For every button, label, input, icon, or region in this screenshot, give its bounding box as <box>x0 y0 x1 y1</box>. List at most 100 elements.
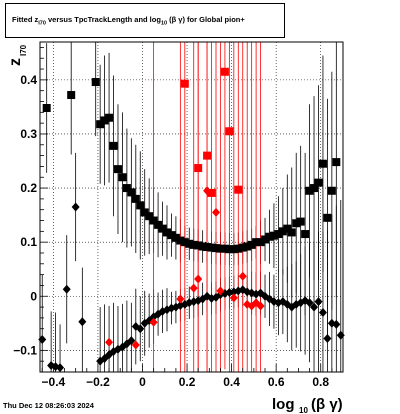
data-point-diamond <box>62 284 71 294</box>
data-point-square <box>154 220 163 229</box>
data-point-square <box>220 244 229 253</box>
data-point-square <box>131 194 140 203</box>
date-stamp: Thu Dec 12 08:26:03 2024 <box>3 401 94 410</box>
data-point-diamond <box>149 317 158 327</box>
data-point-diamond <box>78 317 87 327</box>
data-point-square <box>109 141 118 150</box>
data-point-square <box>158 224 167 233</box>
x-tick-label: 0.4 <box>223 375 240 389</box>
x-axis-label-tail: (β γ) <box>311 396 343 413</box>
data-point-square <box>252 238 261 247</box>
data-point-diamond <box>305 298 314 308</box>
data-point-square <box>318 159 327 168</box>
x-tick-label: 0 <box>139 375 146 389</box>
data-point-square <box>185 239 194 248</box>
data-point-square <box>162 228 171 237</box>
data-point-square <box>256 238 265 247</box>
data-point-square <box>207 188 216 197</box>
data-point-diamond <box>216 286 225 296</box>
data-point-square <box>234 244 243 253</box>
y-tick-label: 0.1 <box>20 235 37 249</box>
data-point-square <box>238 243 247 252</box>
y-axis-label: z <box>7 58 24 66</box>
x-tick-label: 0.2 <box>179 375 196 389</box>
x-axis-label-sub: 10 <box>299 406 308 414</box>
data-point-square <box>265 232 274 241</box>
data-point-square <box>176 236 185 245</box>
data-point-square <box>67 91 76 100</box>
data-point-square <box>105 113 114 122</box>
data-point-square <box>198 242 207 251</box>
data-point-square <box>234 185 243 194</box>
data-point-square <box>332 158 341 167</box>
y-tick-label: 0.2 <box>20 181 37 195</box>
chart-title: Fitted zI70 versus TpcTrackLength and lo… <box>12 15 245 27</box>
y-tick-label: 0.4 <box>20 73 37 87</box>
data-point-square <box>225 127 234 136</box>
data-point-diamond <box>229 293 238 303</box>
data-point-square <box>247 240 256 249</box>
data-point-square <box>167 231 176 240</box>
data-point-square <box>212 244 221 253</box>
x-tick-label: −0.4 <box>42 375 66 389</box>
data-point-diamond <box>332 319 341 329</box>
data-point-diamond <box>212 207 221 217</box>
data-point-square <box>203 151 212 160</box>
title-sub-b: 10 <box>160 20 168 27</box>
data-point-square <box>220 67 229 76</box>
data-point-square <box>145 212 154 221</box>
data-point-square <box>323 213 332 222</box>
data-point-diamond <box>56 363 65 373</box>
data-point-square <box>140 208 149 217</box>
data-point-square <box>287 228 296 237</box>
y-tick-label: 0 <box>30 289 37 303</box>
axis-label-layer: −0.4 −0.2 0 0.2 0.4 0.6 0.8 −0.1 0 0.1 0.2 0.3 0.4 zI… <box>7 44 343 414</box>
data-point-square <box>225 245 234 254</box>
data-point-square <box>305 186 314 195</box>
data-point-square <box>96 120 105 129</box>
data-point-square <box>100 116 109 125</box>
data-point-diamond <box>189 283 198 293</box>
data-point-diamond <box>318 307 327 317</box>
data-point-square <box>189 240 198 249</box>
x-axis-label: log <box>272 396 295 413</box>
plot-frame <box>39 41 344 373</box>
data-point-diamond <box>127 336 136 346</box>
data-point-square <box>180 238 189 247</box>
data-point-square <box>310 184 319 193</box>
data-point-square <box>122 184 131 193</box>
data-point-diamond <box>238 271 247 281</box>
x-tick-label: −0.2 <box>86 375 110 389</box>
y-axis-label-sub: I70 <box>19 44 28 56</box>
data-point-diamond <box>176 294 185 304</box>
data-point-diamond <box>203 186 212 196</box>
data-point-square <box>314 178 323 187</box>
data-point-square <box>203 243 212 252</box>
data-point-diamond <box>136 324 145 334</box>
error-bar-layer <box>41 42 342 372</box>
data-point-diamond <box>256 301 265 311</box>
data-point-diamond <box>314 297 323 307</box>
data-point-square <box>194 241 203 250</box>
data-point-diamond <box>131 340 140 350</box>
data-point-diamond <box>71 202 80 212</box>
y-tick-label: 0.3 <box>20 127 37 141</box>
data-point-square <box>261 235 270 244</box>
data-point-square <box>91 78 100 87</box>
data-point-square <box>229 245 238 254</box>
y-tick-label: −0.1 <box>13 343 37 357</box>
data-point-square <box>278 227 287 236</box>
data-point-square <box>327 186 336 195</box>
data-point-square <box>274 230 283 239</box>
data-point-square <box>243 242 252 251</box>
data-point-square <box>207 243 216 252</box>
data-point-square <box>292 219 301 228</box>
data-point-square <box>301 230 310 239</box>
data-point-diamond <box>336 330 345 340</box>
data-point-square <box>42 104 51 112</box>
data-point-square <box>118 173 127 182</box>
x-tick-label: 0.6 <box>268 375 285 389</box>
title-sub-a: I70 <box>38 20 46 27</box>
grid-layer <box>40 42 343 372</box>
